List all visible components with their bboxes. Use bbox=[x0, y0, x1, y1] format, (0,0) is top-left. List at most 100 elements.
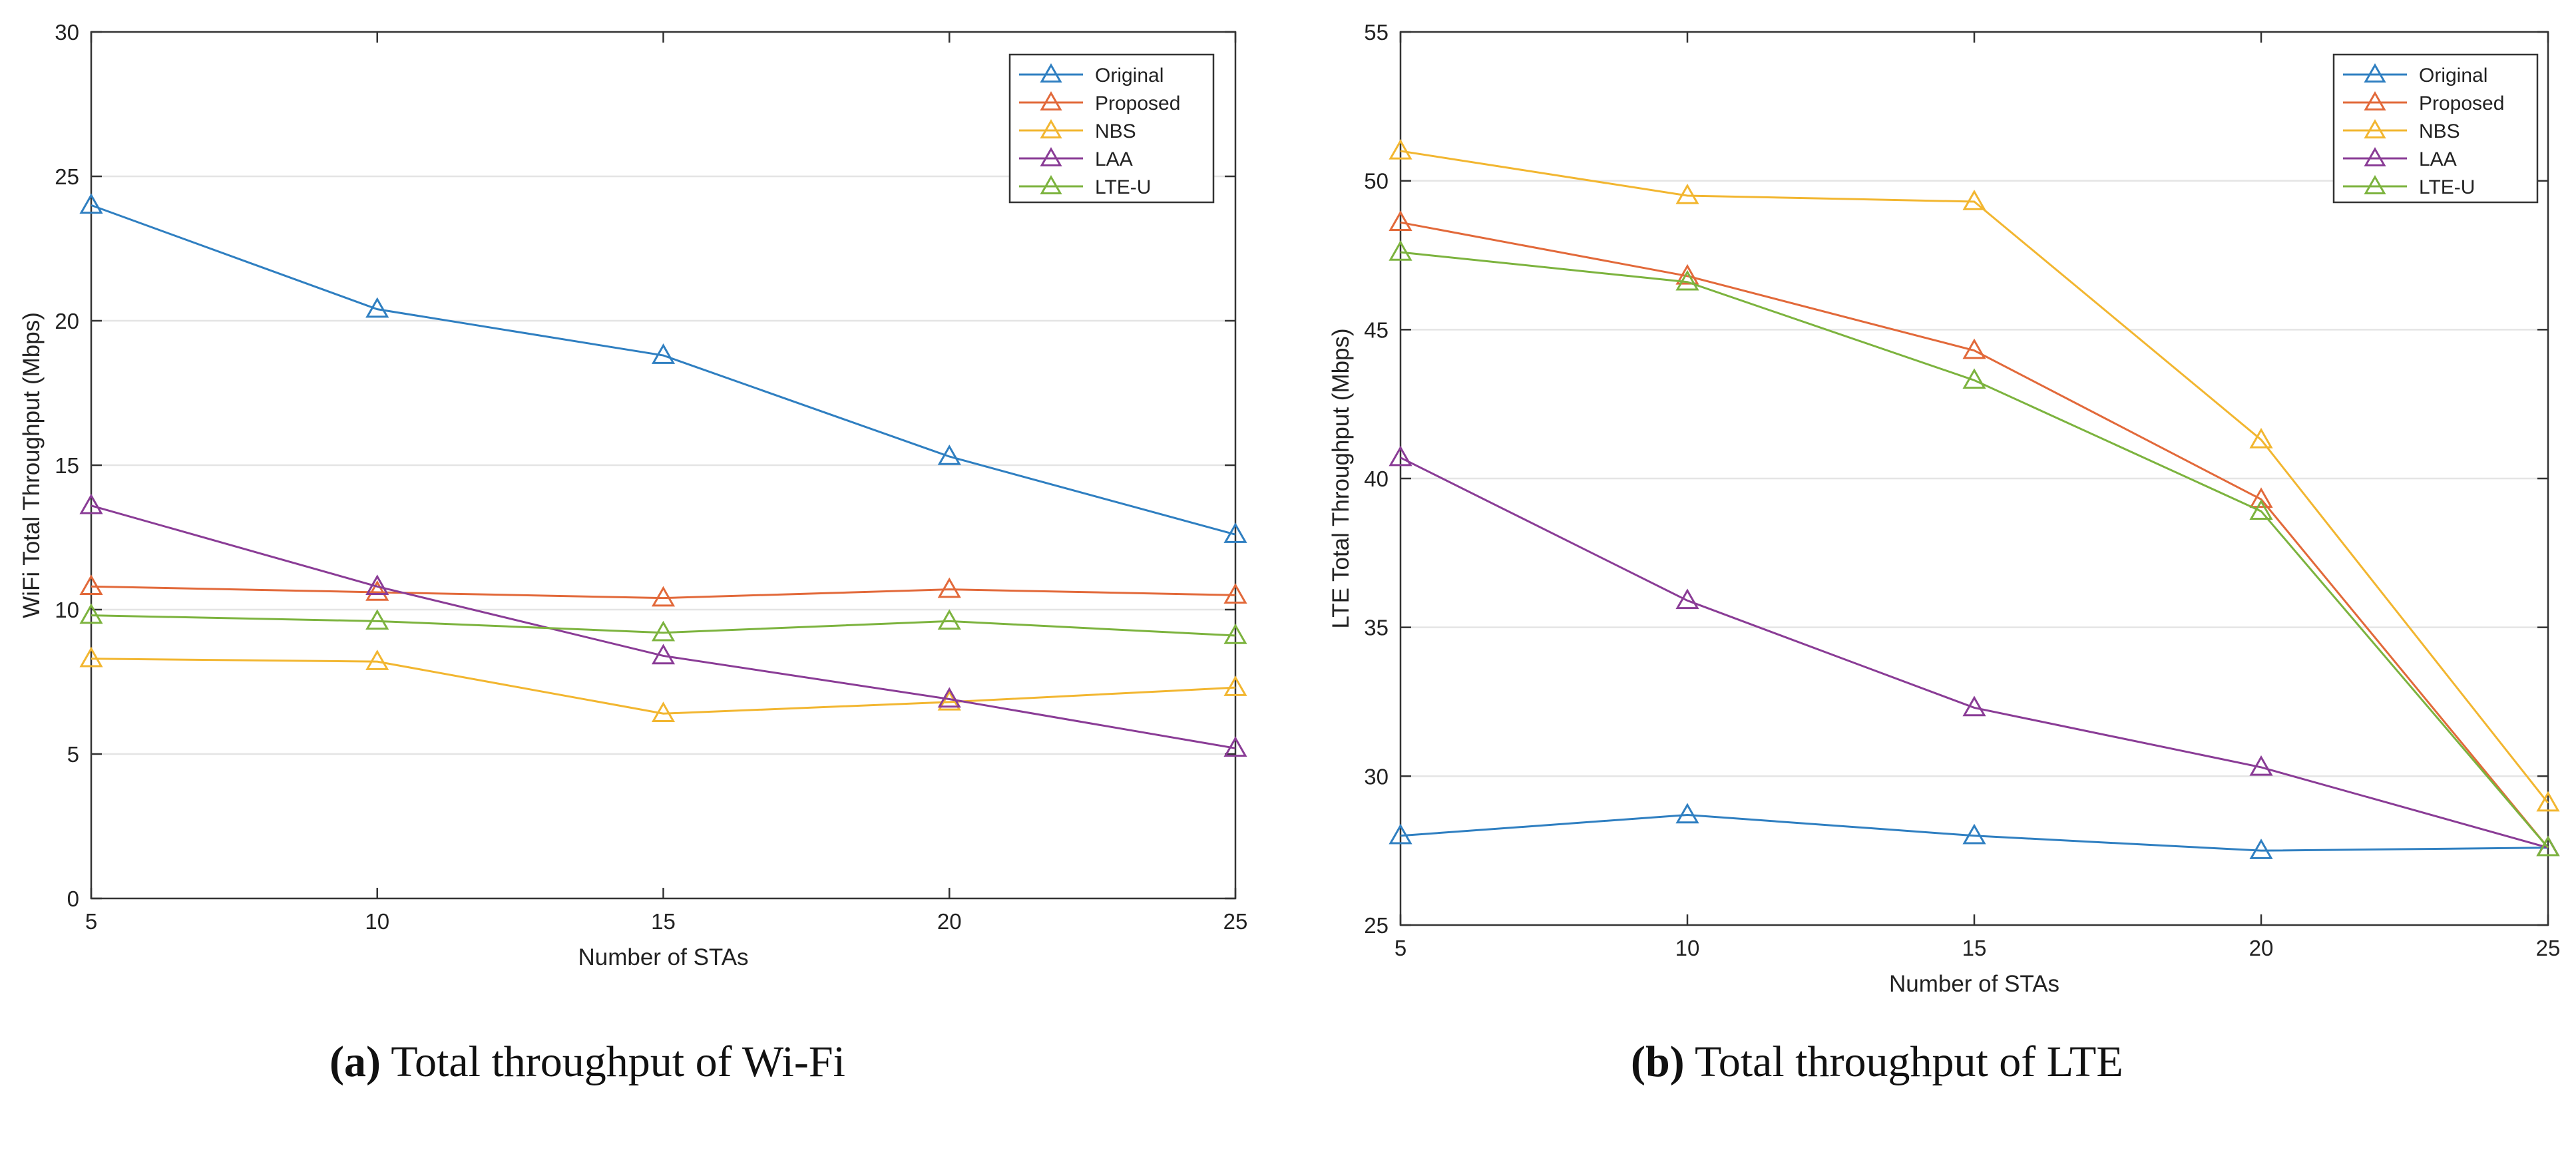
data-point bbox=[937, 609, 961, 630]
legend: Original Proposed NBS LAA LTE-U bbox=[2332, 53, 2539, 204]
data-point bbox=[365, 609, 389, 630]
data-point bbox=[1223, 675, 1247, 696]
data-point bbox=[2249, 755, 2273, 776]
legend-marker bbox=[2364, 174, 2386, 194]
legend-label: Proposed bbox=[1095, 93, 1180, 114]
legend-marker bbox=[2364, 63, 2386, 83]
data-point bbox=[2249, 839, 2273, 859]
legend-item: Original bbox=[2343, 63, 2487, 87]
caption-a-label: (a) bbox=[329, 1038, 381, 1086]
data-point bbox=[651, 644, 676, 665]
legend-label: Original bbox=[1095, 65, 1164, 87]
legend-marker bbox=[2364, 91, 2386, 110]
y-tick-label: 50 bbox=[1364, 169, 1389, 194]
legend-label: Original bbox=[2419, 65, 2487, 87]
y-tick-label: 55 bbox=[1364, 20, 1389, 45]
y-tick-label: 10 bbox=[55, 598, 79, 622]
data-point bbox=[1223, 736, 1247, 757]
data-point bbox=[1962, 338, 1986, 359]
y-tick-label: 25 bbox=[55, 164, 79, 189]
legend-label: NBS bbox=[2419, 120, 2460, 142]
data-point bbox=[1389, 210, 1412, 232]
y-tick-label: 35 bbox=[1364, 616, 1389, 640]
data-point bbox=[651, 701, 676, 722]
x-tick-label: 20 bbox=[937, 909, 962, 934]
data-point bbox=[651, 343, 676, 364]
series-line bbox=[91, 204, 1236, 536]
legend-item: LAA bbox=[1019, 146, 1133, 170]
data-point bbox=[365, 580, 389, 601]
x-tick-label: 20 bbox=[2249, 936, 2274, 960]
legend-item: NBS bbox=[1019, 118, 1136, 142]
series-laa bbox=[79, 493, 1247, 757]
y-axis-label: WiFi Total Throughput (Mbps) bbox=[19, 312, 45, 618]
legend-label: NBS bbox=[1095, 120, 1136, 142]
x-axis-label: Number of STAs bbox=[578, 944, 748, 970]
data-point bbox=[937, 687, 961, 708]
legend: Original Proposed NBS LAA LTE-U bbox=[1008, 53, 1215, 204]
data-point bbox=[2249, 499, 2273, 520]
data-point bbox=[2249, 487, 2273, 508]
series-line bbox=[91, 658, 1236, 715]
x-tick-label: 25 bbox=[1223, 909, 1248, 934]
x-tick-label: 10 bbox=[1675, 936, 1700, 960]
legend-label: LAA bbox=[1095, 148, 1133, 170]
data-point bbox=[1675, 264, 1699, 285]
series-line bbox=[91, 504, 1236, 749]
data-point bbox=[1675, 588, 1699, 610]
data-point bbox=[937, 444, 961, 465]
data-point bbox=[79, 574, 103, 596]
data-point bbox=[365, 574, 389, 596]
caption-a: (a) Total throughput of Wi-Fi bbox=[329, 1037, 845, 1087]
data-point bbox=[1675, 184, 1699, 204]
legend-marker bbox=[1040, 174, 1062, 194]
legend-marker bbox=[2364, 146, 2386, 166]
x-tick-label: 5 bbox=[85, 909, 97, 934]
series-lte-u bbox=[79, 603, 1247, 644]
series-line bbox=[1400, 813, 2549, 852]
x-tick-label: 15 bbox=[1962, 936, 1987, 960]
y-tick-label: 15 bbox=[55, 453, 79, 478]
data-point bbox=[1223, 624, 1247, 644]
data-point bbox=[79, 193, 103, 214]
x-tick-label: 10 bbox=[365, 909, 389, 934]
legend-item: LTE-U bbox=[1019, 174, 1151, 198]
series-nbs bbox=[79, 646, 1247, 722]
series-original bbox=[79, 193, 1247, 543]
caption-b-text: Total throughput of LTE bbox=[1694, 1038, 2123, 1086]
series-line bbox=[1400, 150, 2549, 804]
data-point bbox=[1962, 368, 1986, 389]
legend-item: Original bbox=[1019, 63, 1164, 87]
x-tick-label: 25 bbox=[2536, 936, 2561, 960]
legend-item: LAA bbox=[2343, 146, 2457, 170]
y-tick-label: 45 bbox=[1364, 317, 1389, 342]
y-tick-label: 25 bbox=[1364, 913, 1389, 938]
legend-item: Proposed bbox=[1019, 91, 1180, 114]
y-tick-label: 5 bbox=[67, 742, 79, 767]
legend-marker bbox=[1040, 118, 1062, 138]
series-nbs bbox=[1389, 138, 2560, 812]
data-point bbox=[1389, 445, 1412, 467]
legend-label: LTE-U bbox=[2419, 176, 2475, 198]
series-line bbox=[1400, 457, 2549, 849]
y-tick-label: 20 bbox=[55, 309, 79, 333]
data-point bbox=[79, 646, 103, 668]
y-tick-label: 30 bbox=[55, 20, 79, 45]
data-point bbox=[365, 650, 389, 670]
series-proposed bbox=[79, 574, 1247, 607]
data-point bbox=[2536, 835, 2560, 857]
data-point bbox=[1675, 270, 1699, 291]
data-point bbox=[1223, 522, 1247, 543]
series-line bbox=[91, 614, 1236, 637]
data-point bbox=[937, 577, 961, 598]
data-point bbox=[365, 297, 389, 318]
legend-marker bbox=[1040, 63, 1062, 83]
legend-item: LTE-U bbox=[2343, 174, 2475, 198]
data-point bbox=[1389, 823, 1412, 845]
legend-item: NBS bbox=[2343, 118, 2460, 142]
legend-label: LAA bbox=[2419, 148, 2457, 170]
y-tick-label: 40 bbox=[1364, 467, 1389, 491]
series-lte-u bbox=[1389, 240, 2560, 857]
